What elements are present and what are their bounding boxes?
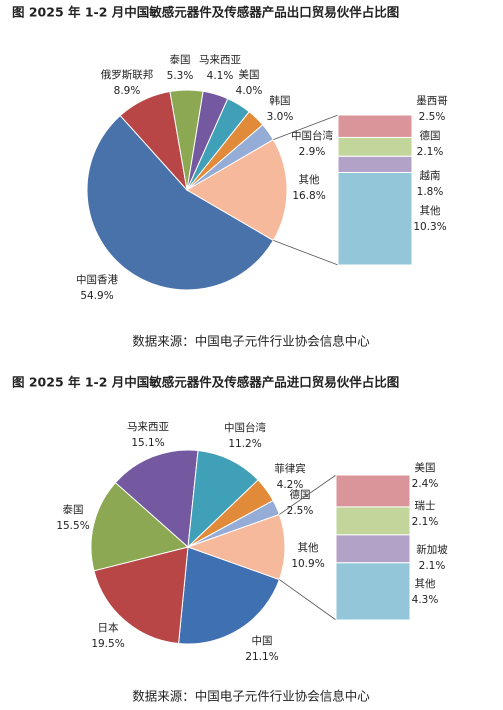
pie-slice — [186, 138, 288, 242]
slice-label: 韩国 — [270, 94, 291, 107]
slice-value: 15.1% — [131, 437, 164, 449]
slice-value: 10.9% — [291, 558, 324, 570]
bar-value: 2.4% — [412, 478, 439, 490]
slice-value: 11.2% — [228, 438, 261, 450]
bar-label: 德国 — [420, 129, 441, 142]
slice-value: 54.9% — [80, 290, 113, 302]
bar-value: 2.1% — [419, 560, 446, 572]
slice-value: 5.3% — [167, 70, 194, 82]
bar-segment — [337, 114, 413, 138]
slice-value: 4.0% — [236, 85, 263, 97]
slice-label: 俄罗斯联邦 — [101, 68, 154, 81]
bar-segment — [335, 506, 411, 536]
slice-label: 马来西亚 — [199, 54, 241, 66]
bar-label: 其他 — [420, 204, 441, 217]
slice-label: 菲律宾 — [274, 462, 306, 475]
pie-slice — [93, 546, 189, 645]
slice-value: 2.9% — [299, 146, 326, 158]
slice-label: 中国香港 — [76, 273, 118, 286]
pie-slice — [187, 449, 259, 549]
connector — [279, 474, 337, 515]
slice-value: 15.5% — [56, 520, 89, 532]
slice-label: 马来西亚 — [127, 421, 169, 433]
connector — [279, 579, 337, 621]
slice-value: 4.1% — [207, 70, 234, 82]
pie-slice — [90, 481, 190, 572]
slice-label: 美国 — [239, 68, 260, 81]
slice-value: 2.5% — [287, 505, 314, 517]
slice-label: 泰国 — [63, 503, 84, 516]
slice-value: 16.8% — [292, 190, 325, 202]
slice-value: 21.1% — [245, 651, 278, 663]
bar-segment — [335, 534, 411, 564]
source-note: 数据来源：中国电子元件行业协会信息中心 — [132, 689, 370, 704]
pie-slice — [178, 546, 281, 645]
slice-value: 4.2% — [277, 479, 304, 491]
pie-slice — [186, 513, 286, 581]
bar-label: 越南 — [420, 169, 441, 182]
slice-label: 中国台湾 — [224, 421, 266, 434]
slice-value: 3.0% — [267, 111, 294, 123]
bar-segment — [337, 171, 413, 266]
bar-label: 瑞士 — [415, 499, 436, 512]
chart-title: 图 2025 年 1-2 月中国敏感元器件及传感器产品出口贸易伙伴占比图 — [12, 5, 399, 20]
bar-segment — [337, 155, 413, 173]
slice-label: 泰国 — [170, 53, 191, 66]
bar-label: 新加坡 — [416, 543, 448, 556]
bar-segment — [337, 136, 413, 157]
connector — [273, 114, 339, 140]
slice-value: 19.5% — [91, 638, 124, 650]
bar-label: 其他 — [415, 577, 436, 590]
bar-label: 美国 — [415, 461, 436, 474]
bar-value: 1.8% — [417, 186, 444, 198]
pie-slice — [86, 114, 275, 291]
bar-value: 2.5% — [419, 111, 446, 123]
pie-slice — [114, 449, 199, 549]
slice-value: 8.9% — [114, 85, 141, 97]
bar-value: 2.1% — [417, 146, 444, 158]
slice-label: 其他 — [298, 541, 319, 554]
bar-value: 4.3% — [412, 594, 439, 606]
bar-segment — [335, 474, 411, 508]
bar-label: 墨西哥 — [416, 95, 448, 107]
bar-value: 10.3% — [413, 221, 446, 233]
chart-title: 图 2025 年 1-2 月中国敏感元器件及传感器产品进口贸易伙伴占比图 — [12, 375, 399, 390]
bar-value: 2.1% — [412, 516, 439, 528]
slice-label: 中国 — [252, 634, 273, 647]
slice-label: 德国 — [290, 488, 311, 501]
source-note: 数据来源：中国电子元件行业协会信息中心 — [132, 334, 370, 349]
connector — [273, 240, 339, 266]
slice-label: 其他 — [299, 173, 320, 186]
bar-segment — [335, 562, 411, 621]
slice-label: 日本 — [98, 621, 119, 634]
slice-label: 中国台湾 — [291, 129, 333, 142]
